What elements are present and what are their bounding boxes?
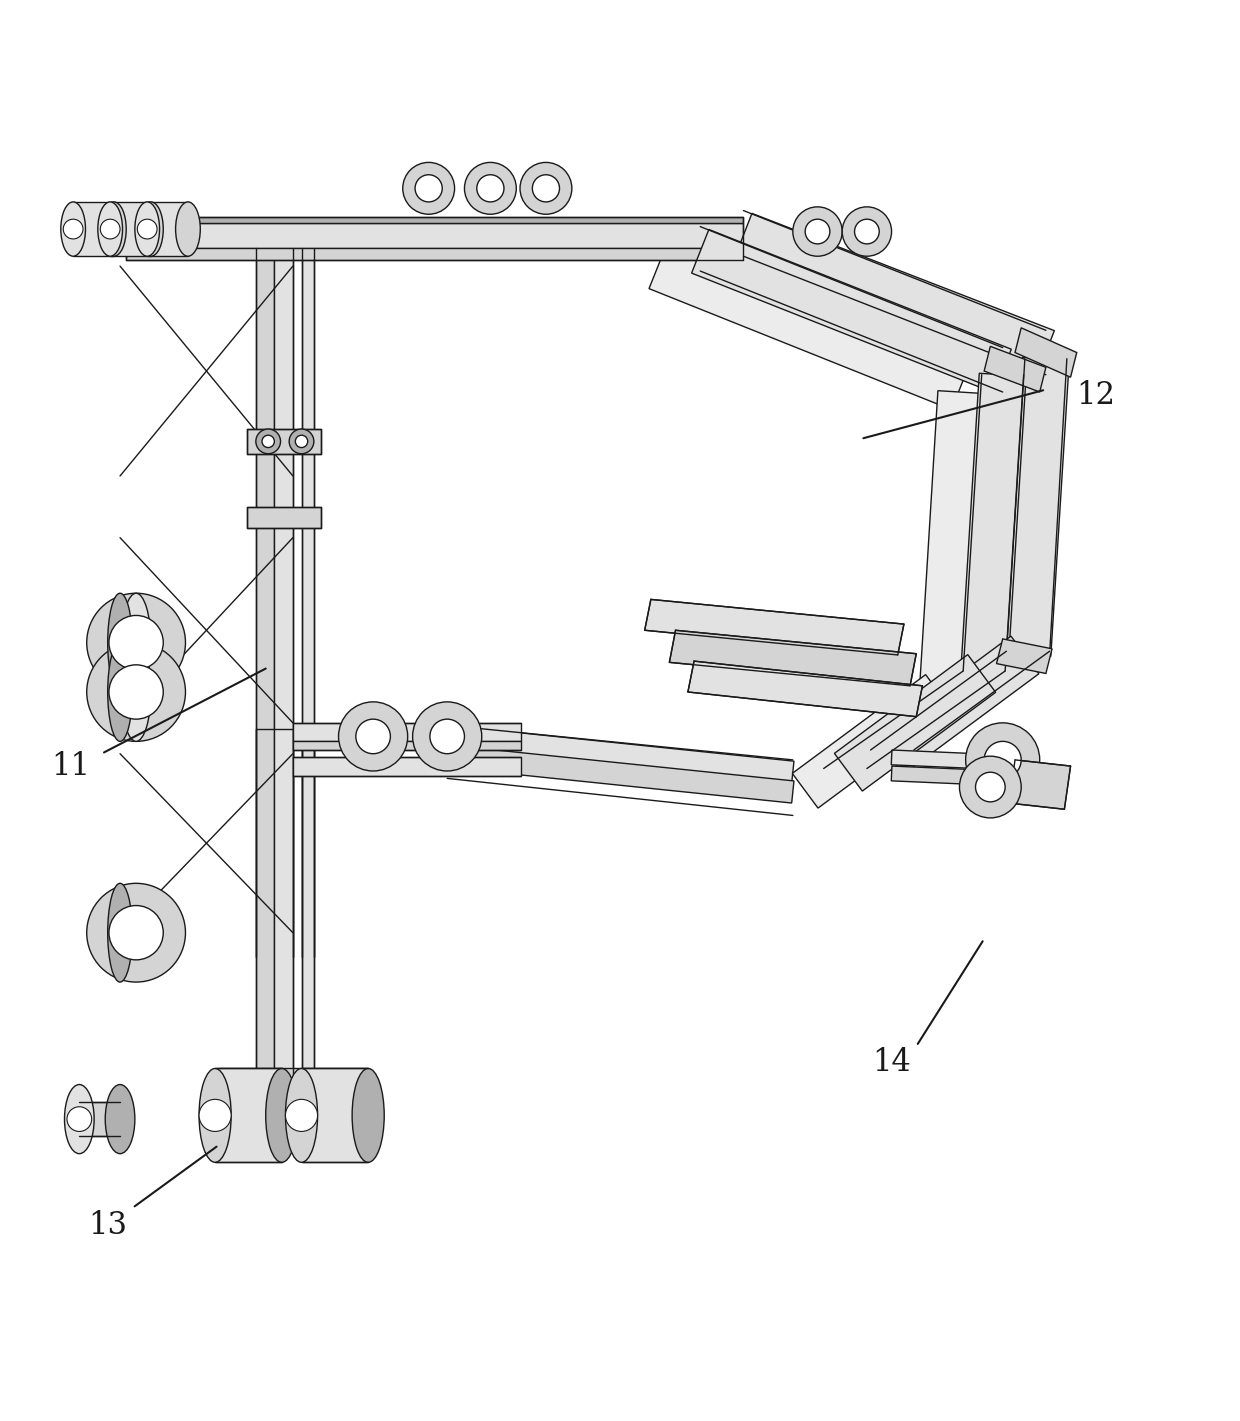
Circle shape xyxy=(109,905,164,959)
Polygon shape xyxy=(293,723,521,742)
Polygon shape xyxy=(110,202,151,256)
Circle shape xyxy=(520,162,572,215)
Polygon shape xyxy=(688,661,923,716)
Ellipse shape xyxy=(98,202,123,256)
Text: 13: 13 xyxy=(88,1209,128,1241)
Circle shape xyxy=(87,884,186,982)
Polygon shape xyxy=(126,223,744,247)
Polygon shape xyxy=(446,725,794,783)
Polygon shape xyxy=(446,745,794,803)
Circle shape xyxy=(842,207,892,256)
Ellipse shape xyxy=(122,642,151,742)
Polygon shape xyxy=(892,750,1006,770)
Polygon shape xyxy=(1004,357,1069,657)
Circle shape xyxy=(87,642,186,742)
Polygon shape xyxy=(1009,760,1070,809)
Polygon shape xyxy=(247,429,321,453)
Polygon shape xyxy=(79,1101,120,1137)
Circle shape xyxy=(100,219,120,239)
Circle shape xyxy=(255,429,280,453)
Polygon shape xyxy=(255,247,274,958)
Polygon shape xyxy=(792,675,951,809)
Ellipse shape xyxy=(139,202,164,256)
Ellipse shape xyxy=(135,202,160,256)
Polygon shape xyxy=(293,757,521,776)
Text: 14: 14 xyxy=(872,1047,911,1077)
Circle shape xyxy=(356,719,391,753)
Ellipse shape xyxy=(61,202,86,256)
Polygon shape xyxy=(73,202,114,256)
Polygon shape xyxy=(692,229,1012,392)
Polygon shape xyxy=(649,249,967,409)
Polygon shape xyxy=(878,637,1039,773)
Polygon shape xyxy=(997,639,1052,674)
Ellipse shape xyxy=(265,1069,298,1162)
Polygon shape xyxy=(919,391,981,693)
Polygon shape xyxy=(301,247,314,958)
Circle shape xyxy=(413,702,482,772)
Polygon shape xyxy=(126,247,744,260)
Polygon shape xyxy=(301,729,314,1081)
Circle shape xyxy=(966,723,1039,797)
Circle shape xyxy=(87,593,186,692)
Circle shape xyxy=(339,702,408,772)
Polygon shape xyxy=(215,1069,281,1162)
Circle shape xyxy=(477,175,503,202)
Polygon shape xyxy=(274,729,293,1081)
Circle shape xyxy=(289,429,314,453)
Circle shape xyxy=(262,435,274,448)
Circle shape xyxy=(109,665,164,719)
Circle shape xyxy=(403,162,455,215)
Circle shape xyxy=(415,175,443,202)
Text: 11: 11 xyxy=(51,750,91,782)
Circle shape xyxy=(295,435,308,448)
Ellipse shape xyxy=(200,1069,231,1162)
Circle shape xyxy=(976,772,1006,801)
Ellipse shape xyxy=(285,1069,317,1162)
Circle shape xyxy=(465,162,516,215)
Polygon shape xyxy=(218,1069,367,1081)
Ellipse shape xyxy=(108,884,133,982)
Polygon shape xyxy=(255,242,293,247)
Circle shape xyxy=(430,719,465,753)
Polygon shape xyxy=(645,600,904,655)
Polygon shape xyxy=(892,766,1006,786)
Circle shape xyxy=(63,219,83,239)
Polygon shape xyxy=(274,247,293,958)
Circle shape xyxy=(960,756,1022,818)
Polygon shape xyxy=(1016,328,1076,377)
Circle shape xyxy=(532,175,559,202)
Circle shape xyxy=(138,219,157,239)
Polygon shape xyxy=(301,1069,368,1162)
Polygon shape xyxy=(961,374,1025,675)
Ellipse shape xyxy=(108,642,133,742)
Polygon shape xyxy=(735,213,1054,374)
Polygon shape xyxy=(148,202,188,256)
Ellipse shape xyxy=(105,1084,135,1154)
Polygon shape xyxy=(835,655,996,791)
Circle shape xyxy=(200,1100,231,1131)
Polygon shape xyxy=(670,631,916,686)
Polygon shape xyxy=(126,217,744,223)
Ellipse shape xyxy=(108,593,133,692)
Circle shape xyxy=(854,219,879,244)
Circle shape xyxy=(109,615,164,669)
Ellipse shape xyxy=(352,1069,384,1162)
Text: 12: 12 xyxy=(1076,381,1115,411)
Ellipse shape xyxy=(122,593,151,692)
Circle shape xyxy=(805,219,830,244)
Circle shape xyxy=(67,1107,92,1131)
Ellipse shape xyxy=(64,1084,94,1154)
Circle shape xyxy=(792,207,842,256)
Polygon shape xyxy=(255,729,274,1081)
Ellipse shape xyxy=(102,202,126,256)
Polygon shape xyxy=(985,347,1045,392)
Polygon shape xyxy=(247,507,321,527)
Ellipse shape xyxy=(176,202,201,256)
Polygon shape xyxy=(293,742,521,750)
Circle shape xyxy=(285,1100,317,1131)
Circle shape xyxy=(985,742,1022,779)
